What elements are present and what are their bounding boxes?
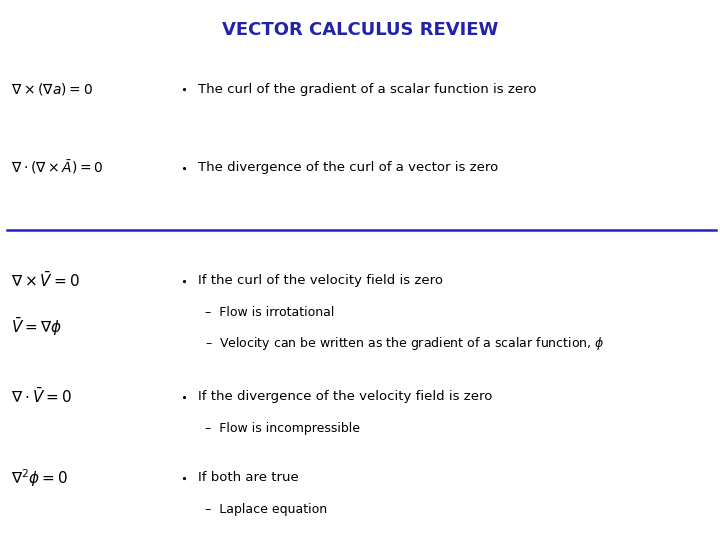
Text: $\nabla^2 \phi = 0$: $\nabla^2 \phi = 0$: [11, 467, 68, 489]
Text: –  Flow is irrotational: – Flow is irrotational: [205, 306, 335, 319]
Text: $\bullet$: $\bullet$: [180, 84, 187, 94]
Text: $\nabla \times (\nabla a) = 0$: $\nabla \times (\nabla a) = 0$: [11, 81, 93, 97]
Text: If the curl of the velocity field is zero: If the curl of the velocity field is zer…: [198, 274, 443, 287]
Text: VECTOR CALCULUS REVIEW: VECTOR CALCULUS REVIEW: [222, 21, 498, 38]
Text: –  Velocity can be written as the gradient of a scalar function, $\phi$: – Velocity can be written as the gradien…: [205, 335, 605, 352]
Text: $\nabla \times \bar{V} = 0$: $\nabla \times \bar{V} = 0$: [11, 271, 79, 291]
Text: $\nabla \cdot (\nabla \times \bar{A}) = 0$: $\nabla \cdot (\nabla \times \bar{A}) = …: [11, 158, 104, 177]
Text: $\bullet$: $\bullet$: [180, 473, 187, 483]
Text: $\bullet$: $\bullet$: [180, 392, 187, 402]
Text: –  Flow is incompressible: – Flow is incompressible: [205, 422, 360, 435]
Text: The curl of the gradient of a scalar function is zero: The curl of the gradient of a scalar fun…: [198, 83, 536, 96]
Text: $\bullet$: $\bullet$: [180, 276, 187, 286]
Text: If both are true: If both are true: [198, 471, 299, 484]
Text: If the divergence of the velocity field is zero: If the divergence of the velocity field …: [198, 390, 492, 403]
Text: $\bar{V} = \nabla \phi$: $\bar{V} = \nabla \phi$: [11, 316, 62, 338]
Text: $\bullet$: $\bullet$: [180, 163, 187, 172]
Text: The divergence of the curl of a vector is zero: The divergence of the curl of a vector i…: [198, 161, 498, 174]
Text: $\nabla \cdot \bar{V} = 0$: $\nabla \cdot \bar{V} = 0$: [11, 387, 71, 407]
Text: –  Laplace equation: – Laplace equation: [205, 503, 328, 516]
